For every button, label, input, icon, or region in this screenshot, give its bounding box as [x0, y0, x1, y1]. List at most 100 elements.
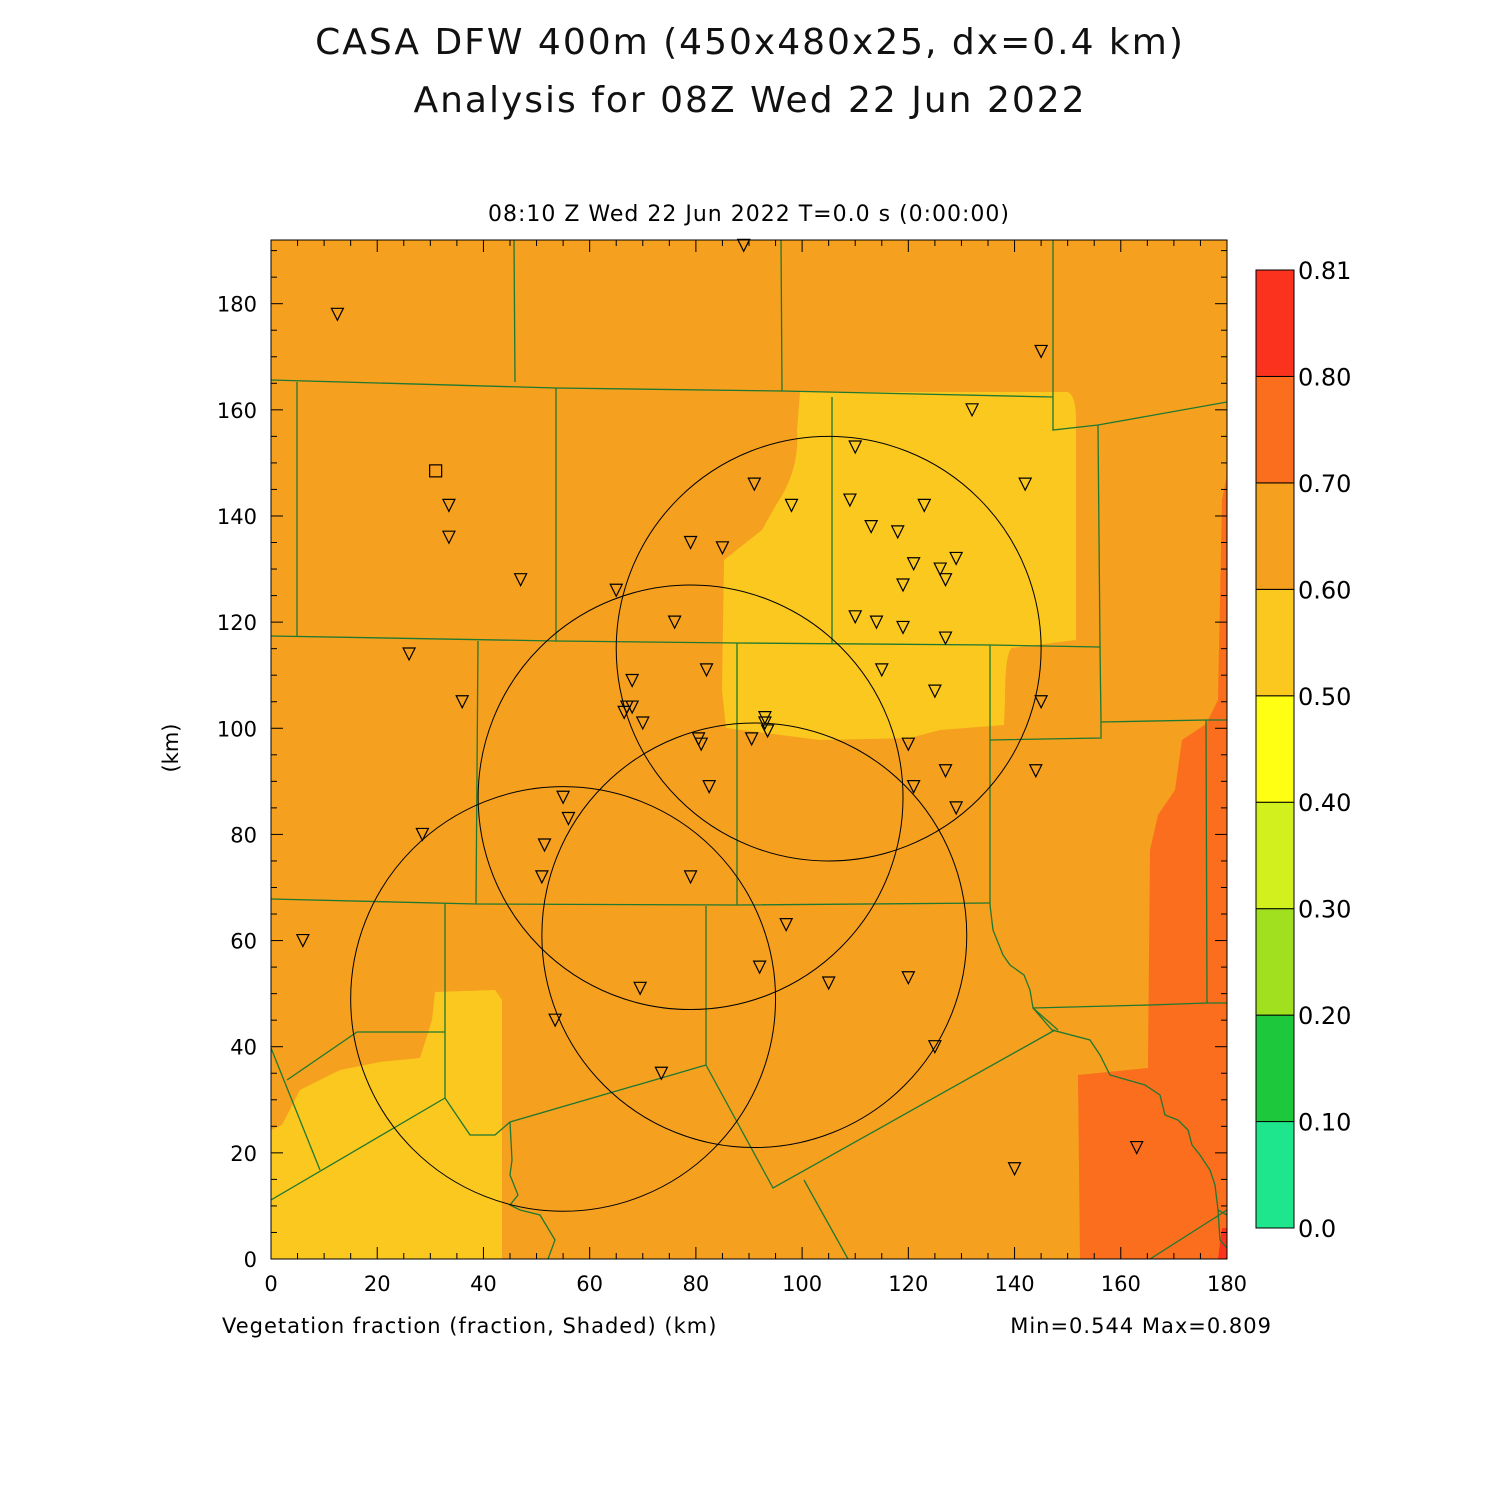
station-marker — [1018, 477, 1033, 492]
station-marker — [896, 620, 910, 635]
radar-ring-2 — [477, 584, 904, 1011]
colorbar-swatch — [1255, 695, 1295, 803]
vegetation-field — [271, 240, 1227, 1259]
station-marker — [965, 403, 980, 418]
colorbar-swatch — [1255, 269, 1295, 377]
station-marker — [901, 737, 916, 752]
radar-ring-4 — [615, 435, 1042, 862]
station-marker — [702, 780, 717, 794]
radar-range-rings — [350, 435, 1042, 1212]
station-marker — [890, 525, 905, 540]
station-marker — [534, 870, 549, 885]
y-tick-label: 0 — [244, 1248, 257, 1272]
x-tick-label: 100 — [782, 1272, 822, 1296]
station-marker — [625, 673, 640, 688]
chart-subtitle: Analysis for 08Z Wed 22 Jun 2022 — [413, 80, 1087, 121]
y-tick-label: 80 — [230, 823, 257, 847]
station-marker — [402, 647, 417, 662]
field-darkorange-east — [1078, 475, 1227, 1259]
min-max-label: Min=0.544 Max=0.809 — [1010, 1314, 1272, 1338]
station-marker — [842, 493, 857, 508]
radar-ring-3 — [541, 722, 968, 1149]
county-boundaries — [271, 240, 1227, 1259]
station-marker — [864, 519, 879, 534]
station-marker — [848, 610, 863, 625]
station-marker — [537, 838, 552, 853]
station-marker — [1034, 344, 1049, 359]
station-marker — [927, 1040, 942, 1055]
station-marker — [906, 780, 921, 794]
station-marker — [556, 790, 571, 805]
colorbar-swatch — [1255, 588, 1295, 697]
x-tick-label: 160 — [1101, 1272, 1141, 1296]
station-marker — [821, 976, 836, 991]
station-marker — [654, 1066, 669, 1081]
station-marker — [949, 551, 964, 566]
station-marker — [635, 716, 650, 731]
station-marker — [760, 724, 775, 739]
station-marker — [901, 971, 916, 986]
station-marker — [752, 960, 767, 975]
station-marker — [633, 981, 648, 996]
colorbar-swatch — [1255, 908, 1295, 1016]
colorbar-label: 0.40 — [1298, 789, 1351, 817]
field-yellow-southwest — [271, 990, 502, 1259]
axes: 0 20 40 60 80 100 120 140 160 180 0 20 40 60 80 100 120 1… — [217, 240, 1247, 1296]
station-marker — [513, 573, 528, 588]
colorbar: 0.0 0.10 0.20 0.30 0.40 0.50 0.60 0.70 0.80 0.81 — [1255, 257, 1351, 1243]
station-marker — [938, 631, 953, 646]
station-marker — [1007, 1162, 1022, 1177]
station-marker — [1034, 695, 1049, 710]
y-tick-label: 140 — [217, 505, 257, 529]
colorbar-label: 0.81 — [1298, 257, 1351, 285]
x-tick-label: 60 — [576, 1272, 603, 1296]
x-tick-label: 20 — [364, 1272, 391, 1296]
station-marker — [784, 498, 799, 513]
colorbar-label: 0.20 — [1298, 1002, 1351, 1030]
station-marker — [949, 801, 964, 816]
y-tick-label: 20 — [230, 1142, 257, 1166]
station-marker — [561, 811, 576, 826]
radar-ring-1 — [350, 786, 777, 1212]
y-tick-label: 120 — [217, 611, 257, 635]
x-tick-label: 180 — [1207, 1272, 1247, 1296]
station-marker — [938, 573, 953, 588]
station-marker — [927, 684, 942, 699]
station-marker — [1129, 1140, 1144, 1155]
station-marker — [736, 238, 751, 253]
station-marker — [609, 583, 624, 598]
station-marker — [906, 557, 921, 572]
station-markers — [295, 238, 1144, 1177]
x-tick-label: 0 — [264, 1272, 277, 1296]
station-marker — [694, 737, 709, 752]
station-marker — [933, 562, 948, 577]
station-marker — [683, 535, 698, 550]
x-tick-label: 120 — [888, 1272, 928, 1296]
station-marker — [683, 870, 698, 885]
station-marker — [869, 615, 884, 630]
station-marker — [625, 700, 640, 715]
station-marker — [715, 541, 730, 556]
colorbar-label: 0.0 — [1298, 1215, 1336, 1243]
y-tick-label: 180 — [217, 293, 257, 317]
station-square-marker — [429, 464, 443, 478]
x-tick-label: 80 — [683, 1272, 710, 1296]
variable-label: Vegetation fraction (fraction, Shaded) (… — [222, 1314, 718, 1338]
station-marker — [455, 695, 470, 710]
station-marker — [896, 578, 910, 593]
station-marker — [779, 918, 794, 932]
station-marker — [757, 711, 772, 725]
colorbar-label: 0.60 — [1298, 576, 1351, 604]
colorbar-swatch — [1255, 482, 1295, 590]
station-marker — [747, 477, 762, 492]
colorbar-swatch — [1255, 1121, 1295, 1229]
station-marker — [848, 440, 863, 455]
station-marker — [917, 498, 932, 513]
x-tick-label: 140 — [995, 1272, 1035, 1296]
station-marker — [330, 307, 345, 322]
field-yellow-north — [722, 392, 1076, 740]
y-tick-label: 160 — [217, 399, 257, 423]
station-marker — [938, 764, 953, 779]
colorbar-label: 0.50 — [1298, 683, 1351, 711]
